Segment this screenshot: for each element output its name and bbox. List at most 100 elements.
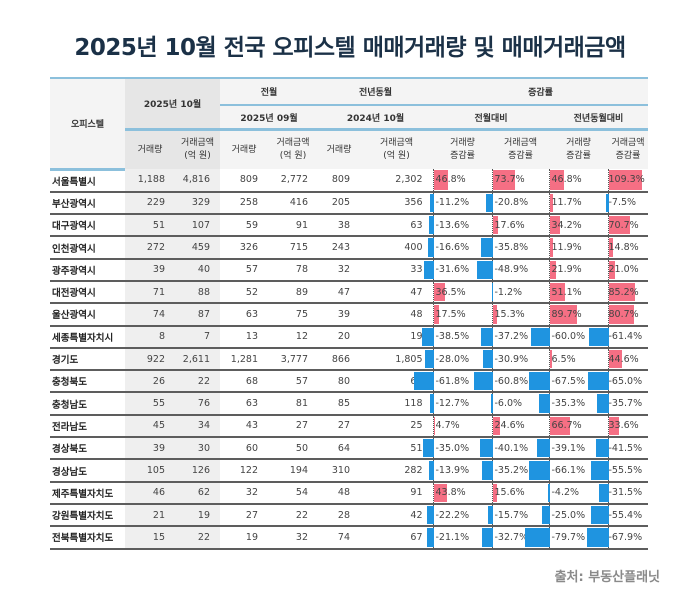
region-name: 경기도 <box>50 347 125 372</box>
volume-cell: 32 <box>220 481 268 505</box>
change-rate-cell: -31.6% <box>423 258 492 282</box>
change-rate-value: 24.6% <box>494 420 525 432</box>
change-rate-value: -79.7% <box>551 531 586 543</box>
negative-change-bar <box>477 260 493 279</box>
table-row: 경기도 922 2,611 1,281 3,777 866 1,805 -28.0% -30.9… <box>50 347 648 372</box>
change-rate-cell: -65.0% <box>588 370 648 394</box>
region-name: 경상북도 <box>50 437 125 461</box>
negative-change-bar <box>482 528 493 547</box>
amount-cell: 75 <box>268 303 318 327</box>
amount-cell: 78 <box>268 258 318 282</box>
header-label: 거래량 <box>566 138 591 148</box>
mom-header: 전월대비 <box>433 105 549 131</box>
positive-change-bar <box>608 349 623 369</box>
table-row: 전라남도 45 34 43 27 27 25 4.7% 24.6% 66.7% 33.6% <box>50 414 648 439</box>
region-name: 전북특별자치도 <box>50 526 125 550</box>
negative-change-bar <box>530 327 550 346</box>
table-row: 충청북도262268578064-61.8%-60.8%-67.5%-65.0% <box>50 370 648 394</box>
change-rate-value: 51.1% <box>551 286 582 298</box>
change-rate-cell: 15.6% <box>491 481 549 505</box>
change-rate-value: -60.8% <box>494 375 529 387</box>
volume-cell: 43 <box>220 414 268 439</box>
negative-change-bar <box>524 528 550 547</box>
change-rate-value: -13.9% <box>435 465 470 476</box>
change-rate-value: -67.9% <box>608 531 643 543</box>
volume-cell: 71 <box>125 280 175 305</box>
positive-change-bar <box>608 282 635 302</box>
amount-cell: 67 <box>360 526 433 550</box>
table-row: 대전광역시 71 88 52 89 47 47 36.5% -1.2% 51.1% 85.2% <box>50 280 648 305</box>
change-rate-cell: -55.5% <box>591 459 648 483</box>
amount-cell: 7 <box>175 325 220 349</box>
amount-cell: 81 <box>268 392 318 416</box>
negative-change-bar <box>429 216 434 235</box>
negative-change-bar <box>481 461 493 480</box>
negative-change-bar <box>528 372 550 391</box>
change-rate-cell: -55.4% <box>591 503 648 528</box>
positive-change-bar <box>549 238 554 257</box>
header-label: (억 원) <box>279 151 307 161</box>
amount-cell: 329 <box>175 191 220 216</box>
change-rate-value: -38.5% <box>435 331 470 343</box>
volume-cell: 1,281 <box>220 347 268 372</box>
change-rate-cell: -30.9% <box>482 347 549 372</box>
positive-change-bar <box>433 282 445 302</box>
change-rate-value: -39.1% <box>551 442 586 454</box>
negative-change-bar <box>537 439 550 458</box>
change-rate-cell: 24.6% <box>491 414 549 439</box>
change-rate-cell: 14.8% <box>607 236 648 260</box>
amount-header: 거래금액 (억 원) <box>360 129 433 169</box>
amount-cell: 194 <box>268 459 318 483</box>
positive-change-bar <box>608 305 634 324</box>
volume-cell: 272 <box>125 236 175 260</box>
table-row: 광주광역시 39 40 57 78 32 33 -31.6% -48.9% 21.9% 21.0% <box>50 258 648 282</box>
region-name: 서울특별시 <box>50 169 125 193</box>
change-rate-cell: -13.6% <box>429 214 492 238</box>
amount-cell: 19 <box>360 325 433 349</box>
negative-change-bar <box>424 349 434 369</box>
amount-cell: 88 <box>175 280 220 305</box>
change-header: 증감률 <box>433 78 648 106</box>
change-rate-value: -35.8% <box>494 242 529 254</box>
change-rate-cell: 11.9% <box>548 236 608 260</box>
current-month-header: 2025년 10월 <box>125 78 220 131</box>
change-rate-cell: -7.5% <box>606 191 648 216</box>
change-rate-value: 6.5% <box>551 353 576 365</box>
negative-change-bar <box>429 461 434 480</box>
amount-cell: 19 <box>175 503 220 528</box>
amount-cell: 33 <box>360 258 433 282</box>
change-rate-value: 89.7% <box>551 308 582 320</box>
change-rate-cell: -12.7% <box>429 392 492 416</box>
negative-change-bar <box>595 439 609 458</box>
change-rate-value: -11.2% <box>435 197 470 209</box>
change-rate-cell: 33.6% <box>607 414 648 439</box>
change-rate-value: -15.7% <box>494 509 529 521</box>
change-rate-cell: -35.0% <box>422 437 492 461</box>
change-rate-value: -6.0% <box>494 398 523 410</box>
negative-change-bar <box>426 505 434 525</box>
change-rate-cell: -11.2% <box>430 191 492 216</box>
negative-change-bar <box>490 394 493 413</box>
change-rate-value: -25.0% <box>551 509 586 521</box>
change-rate-value: -31.6% <box>435 264 470 276</box>
amount-cell: 91 <box>360 481 433 505</box>
prev-year-date: 2024년 10월 <box>318 105 433 131</box>
prev-year-header: 전년동월 <box>318 78 433 106</box>
yoy-header: 전년동월대비 <box>549 105 648 131</box>
volume-cell: 80 <box>318 370 360 394</box>
header-label: 거래금액 <box>180 138 215 148</box>
negative-change-bar <box>541 505 550 525</box>
positive-change-bar <box>549 305 578 324</box>
amount-cell: 50 <box>268 437 318 461</box>
amount-cell: 27 <box>268 414 318 439</box>
region-name: 대전광역시 <box>50 280 125 305</box>
change-rate-value: 15.3% <box>494 308 525 320</box>
volume-cell: 258 <box>220 191 268 216</box>
table-row: 전북특별자치도 15 22 19 32 74 67 -21.1% -32.7% -79.7% -67… <box>50 526 648 550</box>
volume-cell: 38 <box>318 214 360 238</box>
volume-cell: 68 <box>220 370 268 394</box>
change-rate-value: 21.9% <box>551 264 582 276</box>
amount-cell: 42 <box>360 503 433 528</box>
change-rate-cell: -35.7% <box>597 392 648 416</box>
change-rate-value: -66.1% <box>551 465 586 476</box>
